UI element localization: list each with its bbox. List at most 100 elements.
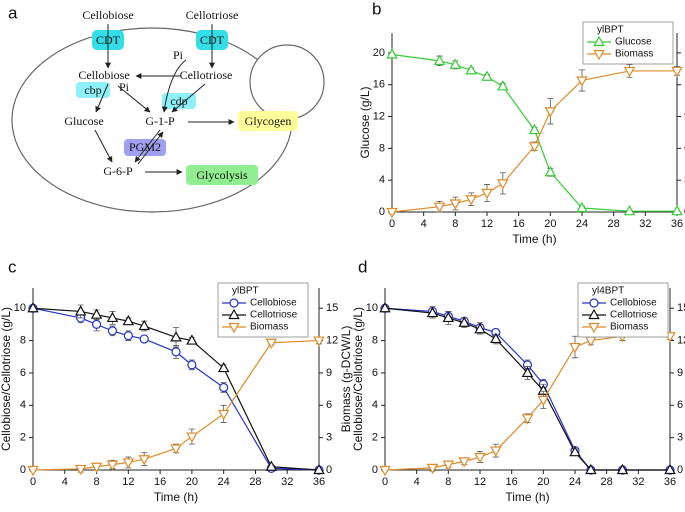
x-tick-label: 32 xyxy=(281,476,293,488)
marker xyxy=(379,465,391,477)
marker xyxy=(122,314,135,326)
x-tick-label: 8 xyxy=(452,218,458,230)
x-tick-label: 8 xyxy=(445,476,451,488)
legend-label: Biomass xyxy=(610,322,648,333)
marker xyxy=(217,361,230,373)
y-tick-label: 8 xyxy=(372,334,378,346)
label: Glucose xyxy=(64,114,103,128)
marker xyxy=(442,460,455,471)
marker xyxy=(170,444,182,455)
x-tick-label: 36 xyxy=(664,476,676,488)
legend-title: ylBPT xyxy=(232,286,259,297)
marker xyxy=(576,201,588,213)
y-tick-label: 12 xyxy=(373,110,385,122)
marker xyxy=(481,188,493,200)
marker xyxy=(228,308,240,320)
y-tick-label: 8 xyxy=(379,142,385,154)
label: Pi xyxy=(173,48,184,62)
marker xyxy=(426,463,439,475)
marker xyxy=(465,64,477,75)
chart: b0481216202428323604812162003691215Time … xyxy=(358,0,685,246)
marker xyxy=(433,54,446,65)
y2-tick-label: 3 xyxy=(677,432,683,444)
x-tick-label: 20 xyxy=(537,476,549,488)
x-tick-label: 16 xyxy=(506,476,518,488)
y-tick-label: 10 xyxy=(366,302,378,314)
marker xyxy=(229,298,239,308)
legend-label: Glucose xyxy=(615,37,652,48)
label: Cellobiose xyxy=(82,8,133,22)
marker xyxy=(91,319,102,329)
chart: d04812162024283236024681003691215Time (h… xyxy=(351,257,685,504)
x-axis-label: Time (h) xyxy=(512,232,556,246)
marker xyxy=(474,452,486,464)
panel-label: b xyxy=(372,0,381,18)
series-line xyxy=(391,70,677,213)
y-tick-label: 6 xyxy=(372,367,378,379)
vacuole xyxy=(249,44,325,120)
marker xyxy=(569,445,581,457)
marker xyxy=(138,319,150,331)
marker xyxy=(170,331,182,342)
marker xyxy=(265,338,278,349)
marker xyxy=(490,332,502,344)
x-tick-label: 24 xyxy=(218,476,230,488)
cdp-box xyxy=(162,93,196,109)
y2-tick-label: 0 xyxy=(326,464,332,476)
x-tick-label: 0 xyxy=(389,218,395,230)
y-tick-label: 4 xyxy=(379,174,385,186)
y-tick-label: 8 xyxy=(20,334,26,346)
marker xyxy=(465,195,477,206)
y-tick-label: 20 xyxy=(373,47,385,59)
glycolysis-box xyxy=(186,165,258,185)
marker xyxy=(313,336,325,347)
marker xyxy=(588,322,600,334)
glycogen-box xyxy=(238,111,298,131)
marker xyxy=(449,58,462,69)
label: Cellotriose xyxy=(180,68,233,82)
diagram: a Cellobiose Cellotriose CDT CDT Pi Cell… xyxy=(8,3,325,213)
marker xyxy=(139,334,149,344)
x-tick-label: 32 xyxy=(632,476,644,488)
x-tick-label: 32 xyxy=(639,218,651,230)
marker xyxy=(186,432,198,443)
marker xyxy=(386,207,398,219)
marker xyxy=(426,306,439,318)
x-tick-label: 16 xyxy=(154,476,166,488)
marker xyxy=(219,382,229,393)
panel-label: c xyxy=(8,257,17,276)
marker xyxy=(528,142,541,153)
marker xyxy=(122,458,135,469)
y2-tick-label: 6 xyxy=(677,399,683,411)
marker xyxy=(171,347,181,357)
legend-label: Cellobiose xyxy=(610,298,657,309)
marker xyxy=(217,409,230,421)
marker xyxy=(481,70,493,81)
y2-tick-label: 12 xyxy=(677,334,685,346)
marker xyxy=(27,301,39,313)
legend-label: Cellobiose xyxy=(250,298,297,309)
marker xyxy=(616,463,629,475)
label: Glycogen xyxy=(245,114,292,128)
marker xyxy=(228,322,240,334)
marker xyxy=(671,66,683,78)
x-tick-label: 12 xyxy=(474,476,486,488)
marker xyxy=(544,165,557,177)
y-tick-label: 6 xyxy=(20,367,26,379)
series-line xyxy=(384,335,670,471)
x-axis-label: Time (h) xyxy=(505,490,549,504)
marker xyxy=(593,35,605,47)
label: G-6-P xyxy=(103,164,133,178)
label: Cellotriose xyxy=(186,8,239,22)
y-tick-label: 0 xyxy=(379,206,385,218)
marker xyxy=(449,199,462,210)
x-tick-label: 8 xyxy=(93,476,99,488)
x-tick-label: 24 xyxy=(576,218,588,230)
label: CDT xyxy=(200,33,225,47)
y2-tick-label: 9 xyxy=(677,367,683,379)
marker xyxy=(106,311,119,323)
legend-label: Biomass xyxy=(250,322,288,333)
marker xyxy=(265,460,278,471)
legend-label: Cellotriose xyxy=(250,310,298,321)
